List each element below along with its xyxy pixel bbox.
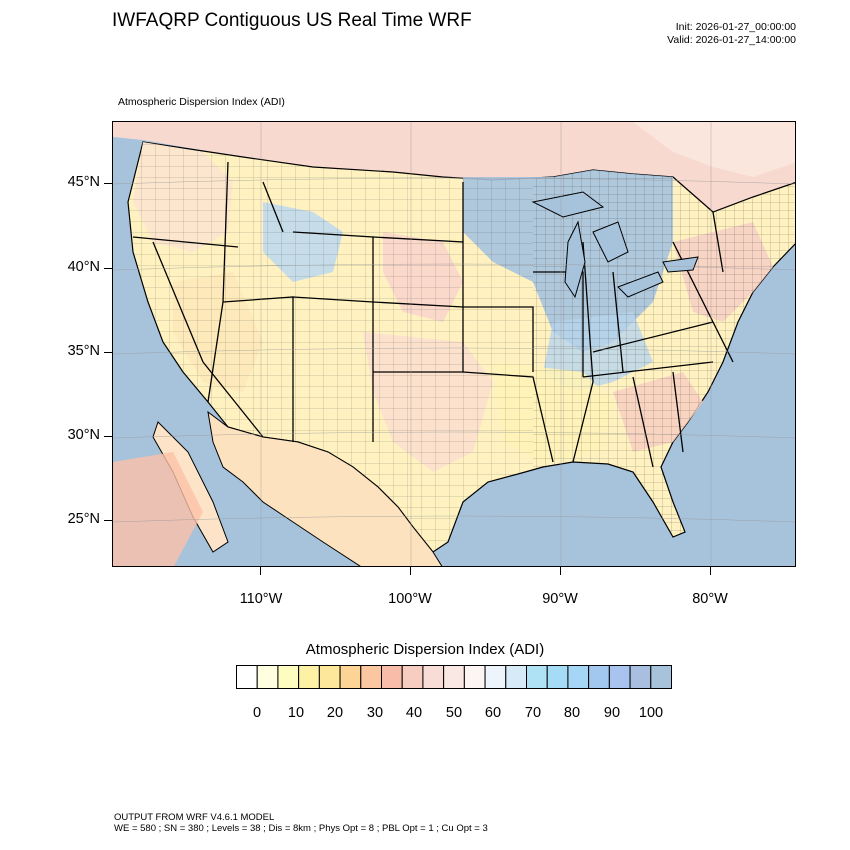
graticule xyxy=(113,122,795,566)
colorbar-box xyxy=(443,665,465,689)
state-borders xyxy=(132,161,734,468)
lat-tick xyxy=(104,183,112,184)
colorbar-box xyxy=(484,665,507,689)
colorbar-box xyxy=(546,665,569,689)
colorbar-box xyxy=(277,665,300,689)
valid-time: Valid: 2026-01-27_14:00:00 xyxy=(667,34,796,46)
colorbar-label: 30 xyxy=(366,705,384,721)
colorbar-box xyxy=(505,665,528,689)
colorbar-label: 20 xyxy=(326,705,344,721)
colorbar-box xyxy=(463,665,486,689)
canada-east-land xyxy=(633,122,795,177)
model-info-line2: WE = 580 ; SN = 380 ; Levels = 38 ; Dis … xyxy=(114,823,488,834)
lat-label-35: 35°N xyxy=(67,343,100,359)
lon-label-90w: 90°W xyxy=(542,591,578,607)
colorbar-box xyxy=(629,665,652,689)
colorbar-label: 70 xyxy=(524,705,542,721)
colorbar-box xyxy=(298,665,320,689)
model-info: OUTPUT FROM WRF V4.6.1 MODEL WE = 580 ; … xyxy=(114,812,488,834)
colorbar-box xyxy=(381,665,403,689)
colorbar-box xyxy=(588,665,610,689)
colorbar-title: Atmospheric Dispersion Index (ADI) xyxy=(305,641,545,658)
lon-label-110w: 110°W xyxy=(239,591,283,607)
lat-label-25: 25°N xyxy=(67,511,100,527)
lon-label-100w: 100°W xyxy=(388,591,432,607)
colorbar-label: 100 xyxy=(638,705,664,721)
colorbar-box xyxy=(318,665,341,689)
lat-tick xyxy=(104,268,112,269)
init-time: Init: 2026-01-27_00:00:00 xyxy=(675,21,796,33)
colorbar-label: 60 xyxy=(484,705,502,721)
colorbar-label: 40 xyxy=(405,705,423,721)
page-title: IWFAQRP Contiguous US Real Time WRF xyxy=(112,10,472,31)
colorbar-box xyxy=(339,665,362,689)
lat-tick xyxy=(104,520,112,521)
great-lakes xyxy=(531,191,699,299)
colorbar-box xyxy=(360,665,382,689)
colorbar-label: 80 xyxy=(563,705,581,721)
zone-pacific-mexico xyxy=(113,452,203,566)
lon-tick xyxy=(410,567,411,575)
canada-land xyxy=(113,122,795,212)
colorbar-label: 90 xyxy=(603,705,621,721)
colorbar-label: 10 xyxy=(287,705,305,721)
colorbar-label: 50 xyxy=(445,705,463,721)
colorbar-box xyxy=(422,665,445,689)
colorbar-box xyxy=(236,665,258,689)
colorbar-box xyxy=(256,665,279,689)
lon-label-80w: 80°W xyxy=(692,591,728,607)
time-info: Init: 2026-01-27_00:00:00 Valid: 2026-01… xyxy=(667,21,796,47)
colorbar-box xyxy=(567,665,590,689)
lat-tick xyxy=(104,436,112,437)
lat-label-30: 30°N xyxy=(67,427,100,443)
adi-map xyxy=(112,121,796,567)
lat-label-40: 40°N xyxy=(67,259,100,275)
colorbar-box xyxy=(608,665,631,689)
map-subtitle: Atmospheric Dispersion Index (ADI) xyxy=(118,96,285,108)
colorbar-box xyxy=(401,665,424,689)
lat-tick xyxy=(104,352,112,353)
map-canvas xyxy=(113,122,795,566)
colorbar xyxy=(236,665,672,689)
model-info-line1: OUTPUT FROM WRF V4.6.1 MODEL xyxy=(114,812,275,823)
lon-tick xyxy=(260,567,261,575)
lon-tick xyxy=(560,567,561,575)
colorbar-box xyxy=(650,665,672,689)
lon-tick xyxy=(710,567,711,575)
colorbar-label: 0 xyxy=(252,705,262,721)
lat-label-45: 45°N xyxy=(67,174,100,190)
colorbar-box xyxy=(526,665,548,689)
